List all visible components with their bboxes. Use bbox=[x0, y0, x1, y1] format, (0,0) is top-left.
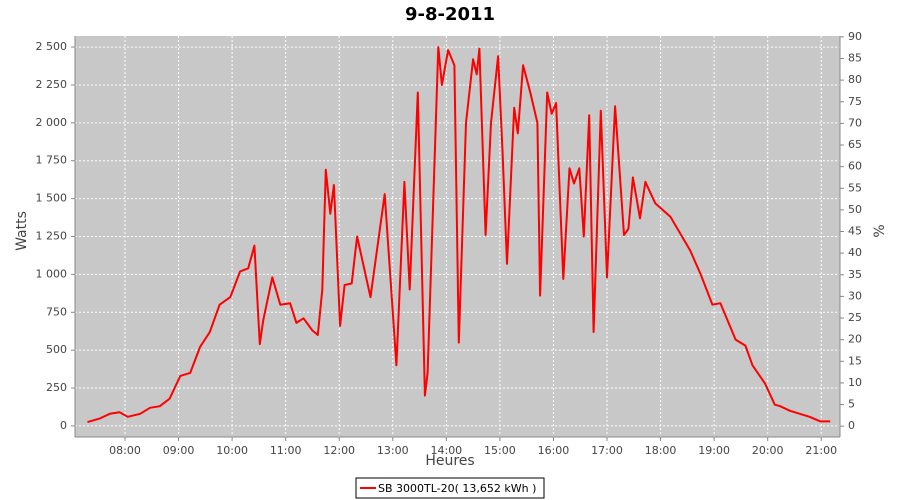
x-tick-label: 19:00 bbox=[698, 444, 730, 457]
y2-tick-label: 80 bbox=[848, 73, 862, 86]
x-tick-label: 20:00 bbox=[752, 444, 784, 457]
x-tick-label: 11:00 bbox=[270, 444, 302, 457]
y-tick-label: 1 500 bbox=[36, 192, 68, 205]
y2-tick-label: 25 bbox=[848, 311, 862, 324]
y2-tick-label: 65 bbox=[848, 138, 862, 151]
y-axis-title: Watts bbox=[14, 211, 30, 251]
chart-title: 9-8-2011 bbox=[405, 4, 495, 25]
y2-axis-title: % bbox=[872, 224, 888, 237]
y2-tick-label: 0 bbox=[848, 419, 855, 432]
y-tick-label: 1 000 bbox=[36, 267, 68, 280]
x-tick-label: 08:00 bbox=[109, 444, 141, 457]
y2-tick-label: 5 bbox=[848, 398, 855, 411]
x-tick-label: 16:00 bbox=[538, 444, 570, 457]
y2-tick-label: 15 bbox=[848, 354, 862, 367]
x-axis-title: Heures bbox=[425, 453, 474, 469]
y2-tick-label: 60 bbox=[848, 160, 862, 173]
y2-tick-label: 40 bbox=[848, 246, 862, 259]
y2-tick-label: 75 bbox=[848, 95, 862, 108]
y-tick-label: 1 750 bbox=[36, 154, 68, 167]
y2-tick-label: 85 bbox=[848, 51, 862, 64]
y2-tick-label: 10 bbox=[848, 376, 862, 389]
x-tick-label: 18:00 bbox=[645, 444, 677, 457]
x-tick-label: 15:00 bbox=[484, 444, 516, 457]
y2-tick-label: 50 bbox=[848, 203, 862, 216]
y2-tick-label: 20 bbox=[848, 333, 862, 346]
y2-tick-label: 70 bbox=[848, 116, 862, 129]
y-tick-label: 2 250 bbox=[36, 78, 68, 91]
x-tick-label: 21:00 bbox=[805, 444, 837, 457]
series-line bbox=[87, 46, 831, 424]
y2-tick-label: 35 bbox=[848, 268, 862, 281]
y-tick-label: 2 500 bbox=[36, 40, 68, 53]
y-tick-label: 2 000 bbox=[36, 116, 68, 129]
y2-tick-label: 45 bbox=[848, 225, 862, 238]
y-tick-label: 250 bbox=[46, 381, 67, 394]
y2-tick-label: 90 bbox=[848, 30, 862, 43]
x-tick-label: 12:00 bbox=[323, 444, 355, 457]
x-tick-label: 13:00 bbox=[377, 444, 409, 457]
legend bbox=[355, 477, 545, 499]
y2-tick-label: 55 bbox=[848, 181, 862, 194]
y-tick-label: 500 bbox=[46, 343, 67, 356]
y2-tick-label: 30 bbox=[848, 289, 862, 302]
legend-label: SB 3000TL-20( 13,652 kWh ) bbox=[378, 482, 536, 495]
x-tick-label: 09:00 bbox=[163, 444, 195, 457]
x-tick-label: 10:00 bbox=[216, 444, 248, 457]
y-tick-label: 0 bbox=[60, 419, 67, 432]
y-tick-label: 1 250 bbox=[36, 230, 68, 243]
y-tick-label: 750 bbox=[46, 305, 67, 318]
x-tick-label: 14:00 bbox=[430, 444, 462, 457]
x-tick-label: 17:00 bbox=[591, 444, 623, 457]
